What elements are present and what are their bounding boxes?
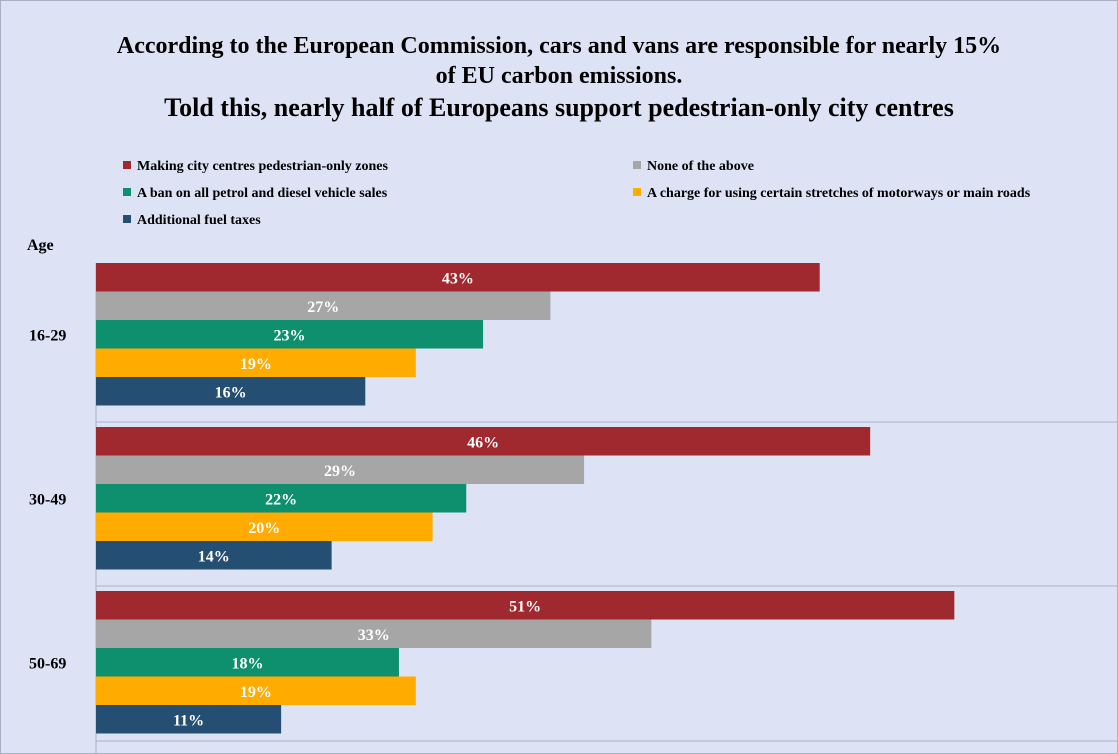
- legend-label: A charge for using certain stretches of …: [647, 186, 1031, 201]
- title-line-2: of EU carbon emissions.: [435, 63, 683, 89]
- legend-swatch: [123, 215, 131, 223]
- bar: [96, 320, 484, 349]
- legend-label: Making city centres pedestrian-only zone…: [137, 159, 388, 174]
- legend-swatch: [633, 188, 641, 196]
- category-label: 30-49: [29, 491, 66, 508]
- bar-value-label: 51%: [509, 598, 541, 615]
- bar: [96, 291, 551, 320]
- bar-value-label: 20%: [248, 520, 280, 537]
- legend-label: None of the above: [647, 159, 754, 174]
- legend-item-none: None of the above: [633, 158, 754, 176]
- bar: [96, 705, 282, 734]
- bar: [96, 591, 955, 620]
- legend-swatch: [123, 188, 131, 196]
- bar-value-label: 14%: [198, 548, 230, 565]
- bar: [96, 541, 332, 570]
- category-label: 16-29: [29, 327, 66, 344]
- bar-value-label: 43%: [442, 270, 474, 287]
- title-line-1: According to the European Commission, ca…: [116, 33, 1002, 59]
- title-line-3: Told this, nearly half of Europeans supp…: [164, 93, 954, 122]
- legend-item-charge: A charge for using certain stretches of …: [633, 185, 1030, 203]
- bar: [96, 484, 467, 513]
- bar-value-label: 23%: [274, 327, 306, 344]
- bar-value-label: 18%: [231, 655, 263, 672]
- bar: [96, 427, 871, 456]
- legend-label: Additional fuel taxes: [137, 213, 261, 228]
- legend-swatch: [123, 161, 131, 169]
- bar: [96, 377, 366, 406]
- bar-value-label: 33%: [358, 627, 390, 644]
- bar-value-label: 29%: [324, 463, 356, 480]
- bar-value-label: 16%: [215, 384, 247, 401]
- y-axis-label: Age: [27, 237, 54, 254]
- bar: [96, 619, 652, 648]
- bar: [96, 348, 416, 377]
- bar-value-label: 46%: [467, 434, 499, 451]
- legend-item-fuel-taxes: Additional fuel taxes: [123, 212, 261, 230]
- bar-value-label: 27%: [307, 299, 339, 316]
- legend-label: A ban on all petrol and diesel vehicle s…: [137, 186, 388, 201]
- legend-swatch: [633, 161, 641, 169]
- bar-value-label: 19%: [240, 356, 272, 373]
- bar-value-label: 19%: [240, 684, 272, 701]
- bar-value-label: 11%: [173, 712, 204, 729]
- bars-group: 43%27%23%19%16%16-2946%29%22%20%14%30-49…: [29, 263, 1117, 753]
- bar: [96, 263, 820, 292]
- bar: [96, 455, 585, 484]
- bar-value-label: 22%: [265, 491, 297, 508]
- category-label: 50-69: [29, 655, 66, 672]
- legend-item-pedestrian: Making city centres pedestrian-only zone…: [123, 158, 388, 176]
- legend-item-ban: A ban on all petrol and diesel vehicle s…: [123, 185, 387, 203]
- bar: [96, 676, 416, 705]
- chart-title: According to the European Commission, ca…: [1, 31, 1117, 125]
- bar: [96, 512, 433, 541]
- bar: [96, 648, 399, 677]
